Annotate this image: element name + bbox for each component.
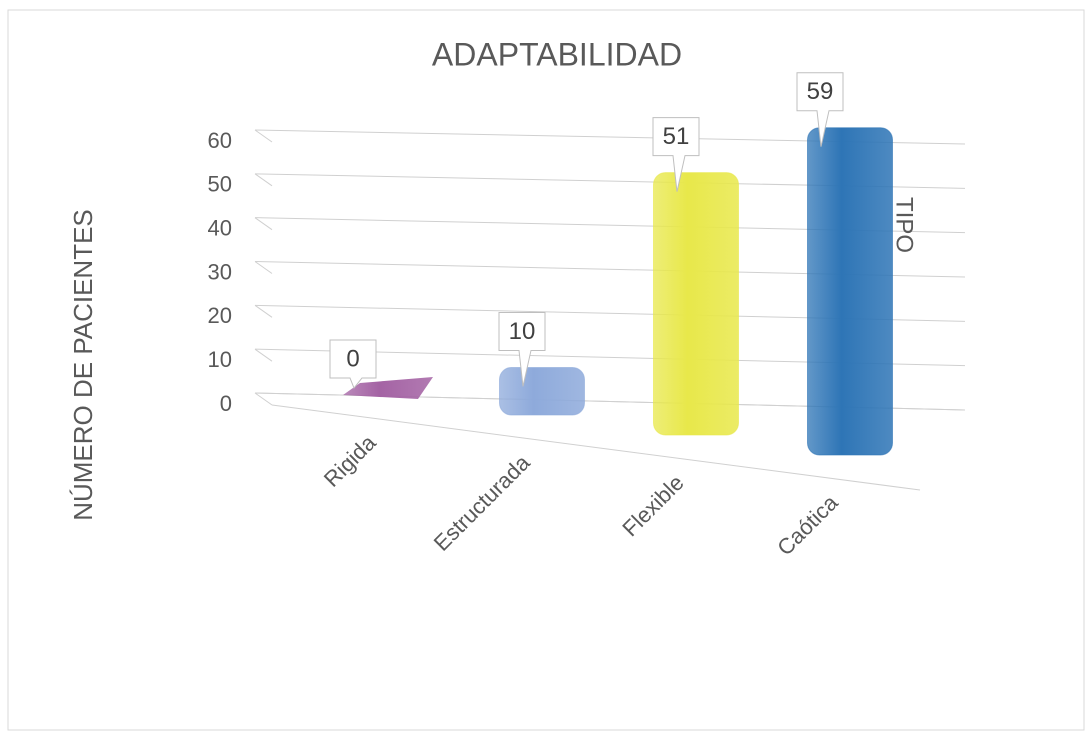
grid-side [254,261,273,274]
callout [498,311,546,387]
x-axis-label: TIPO [891,197,918,253]
y-tick-label: 60 [208,128,232,153]
data-label: 51 [663,123,690,150]
chart-title: ADAPTABILIDAD [432,36,682,72]
grid-side [254,348,273,362]
bar [343,377,433,399]
y-tick-label: 50 [208,172,232,197]
grid-side [254,217,273,231]
y-tick-label: 40 [208,215,232,240]
bar [653,172,739,436]
grid-side [254,129,273,143]
grid-side [254,304,273,318]
bar [807,127,893,456]
data-label: 0 [346,345,359,372]
floor-line [271,404,921,491]
callout [652,117,700,192]
data-label: 59 [807,78,834,105]
y-axis-label: NÚMERO DE PACIENTES [68,209,98,521]
callout [329,339,377,389]
data-label: 10 [509,318,536,345]
bar [499,366,585,416]
y-tick-label: 30 [208,259,232,284]
y-tick-label: 0 [220,391,232,416]
callout [796,72,844,147]
grid-side [254,392,273,406]
y-tick-label: 10 [208,347,232,372]
grid-side [254,173,273,187]
y-tick-label: 20 [208,303,232,328]
